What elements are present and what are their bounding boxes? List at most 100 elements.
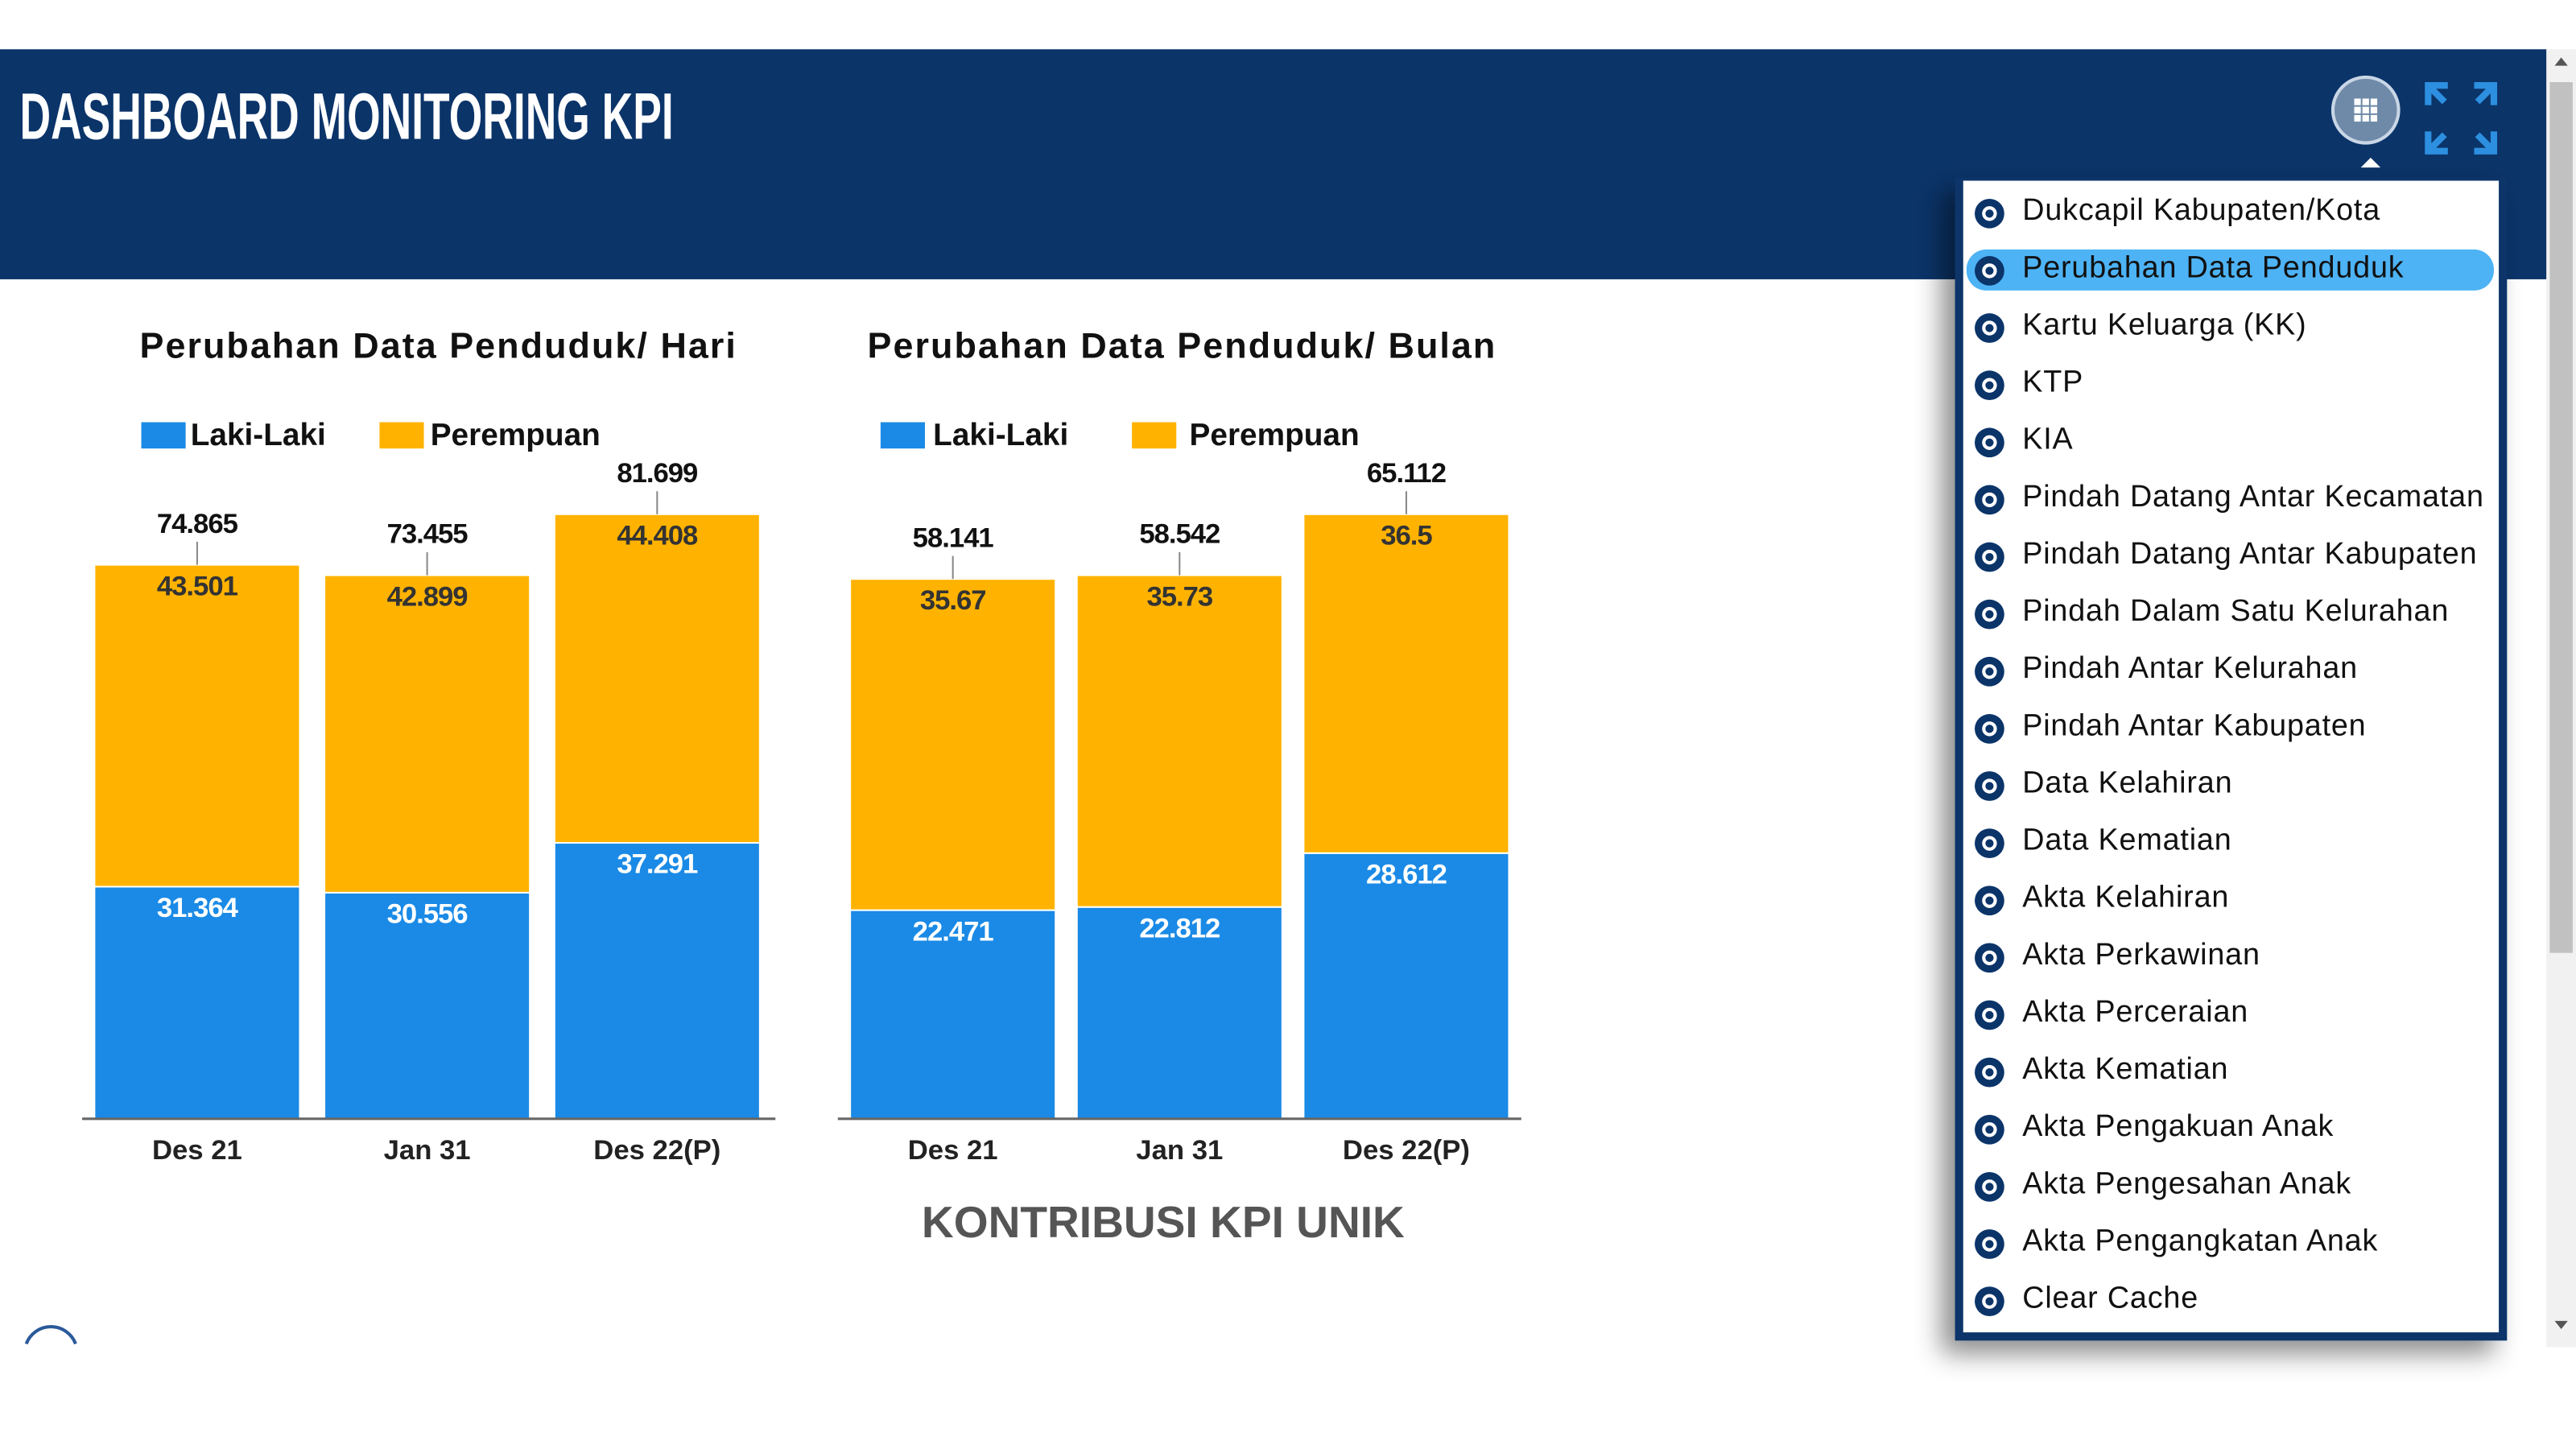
scrollbar-thumb[interactable] xyxy=(2549,82,2573,953)
legend-swatch xyxy=(379,422,424,449)
radio-icon xyxy=(1975,1114,2004,1145)
chart-title: Perubahan Data Penduduk/ Bulan xyxy=(868,325,1497,366)
x-tick-label: Des 22(P) xyxy=(1343,1135,1470,1166)
menu-item-label: Pindah Antar Kabupaten xyxy=(2022,708,2366,741)
bar-segment xyxy=(1075,906,1283,1120)
radio-dot xyxy=(1982,1122,1997,1137)
bar-segment xyxy=(1302,852,1510,1120)
menu-item-label: Akta Kematian xyxy=(2022,1051,2228,1085)
data-label: 42.899 xyxy=(387,581,468,612)
menu-item[interactable]: Kartu Keluarga (KK) xyxy=(1975,307,2307,343)
menu-item[interactable]: Akta Kematian xyxy=(1975,1051,2228,1088)
menu-item-label: Akta Pengesahan Anak xyxy=(2022,1166,2351,1199)
radio-dot xyxy=(1982,778,1997,794)
menu-item[interactable]: Akta Perkawinan xyxy=(1975,937,2260,973)
data-label: 22.812 xyxy=(1139,913,1220,943)
bar-segment xyxy=(849,578,1057,911)
total-label: 81.699 xyxy=(617,458,697,489)
menu-item[interactable]: Pindah Antar Kabupaten xyxy=(1975,708,2366,744)
menu-item[interactable]: Akta Perceraian xyxy=(1975,994,2248,1030)
radio-icon xyxy=(1975,771,2004,801)
menu-item-label: Akta Pengangkatan Anak xyxy=(2022,1223,2378,1257)
legend-swatch xyxy=(141,422,186,449)
legend-label: Laki-Laki xyxy=(191,418,326,452)
bar-segment xyxy=(93,564,301,888)
apps-button[interactable] xyxy=(2330,75,2401,168)
radio-dot xyxy=(1982,606,1997,622)
radio-dot xyxy=(1982,721,1997,737)
menu-item[interactable]: Akta Pengangkatan Anak xyxy=(1975,1223,2378,1259)
menu-item-highlight xyxy=(1966,249,2494,291)
menu-item-label: Perubahan Data Penduduk xyxy=(2022,250,2404,283)
bar-segment xyxy=(93,886,301,1120)
menu-item[interactable]: KIA xyxy=(1975,422,2073,458)
total-label: 73.455 xyxy=(387,519,469,550)
data-label: 22.471 xyxy=(913,916,994,947)
menu-item-label: Data Kelahiran xyxy=(2022,765,2232,799)
radio-dot xyxy=(1982,1179,1997,1195)
data-label: 43.501 xyxy=(157,571,238,601)
x-tick-label: Jan 31 xyxy=(384,1135,471,1166)
radio-icon xyxy=(1975,943,2004,973)
bar-segment xyxy=(324,891,531,1120)
x-tick-label: Des 21 xyxy=(152,1135,242,1166)
data-label: 37.291 xyxy=(617,849,698,880)
menu-item-label: Pindah Antar Kelurahan xyxy=(2022,650,2358,684)
menu-item-label: Akta Perkawinan xyxy=(2022,937,2260,971)
radio-icon xyxy=(1975,1286,2004,1316)
x-tick-label: Des 21 xyxy=(908,1135,998,1166)
dropdown-menu: Dukcapil Kabupaten/Kota Perubahan Data Pe… xyxy=(1955,177,2508,1341)
radio-dot xyxy=(1982,1236,1997,1252)
radio-dot xyxy=(1982,1064,1997,1080)
bar-segment xyxy=(553,841,761,1120)
legend-swatch xyxy=(880,422,925,449)
radio-icon xyxy=(1975,886,2004,916)
menu-item[interactable]: Perubahan Data Penduduk xyxy=(1966,249,2494,291)
menu-item[interactable]: Clear Cache xyxy=(1975,1281,2198,1316)
menu-item-label: Pindah Datang Antar Kecamatan xyxy=(2022,479,2484,513)
menu-item[interactable]: Akta Pengakuan Anak xyxy=(1975,1108,2334,1145)
data-label: 44.408 xyxy=(617,521,698,551)
logo-partial xyxy=(24,1325,77,1345)
radio-icon xyxy=(1975,198,2004,229)
radio-icon xyxy=(1975,370,2004,401)
legend-swatch xyxy=(1132,422,1177,449)
bar-segment xyxy=(324,574,531,894)
menu-item[interactable]: Data Kelahiran xyxy=(1975,765,2232,801)
total-label: 58.141 xyxy=(913,522,994,553)
radio-icon xyxy=(1975,313,2004,343)
radio-icon xyxy=(1975,1229,2004,1259)
menu-item[interactable]: KTP xyxy=(1975,365,2083,401)
radio-icon xyxy=(1975,256,2004,286)
total-label: 58.542 xyxy=(1139,519,1220,550)
radio-icon xyxy=(1975,1172,2004,1202)
menu-item[interactable]: Akta Pengesahan Anak xyxy=(1975,1166,2351,1202)
menu-item[interactable]: Pindah Datang Antar Kabupaten xyxy=(1975,536,2477,572)
chart-title: Perubahan Data Penduduk/ Hari xyxy=(139,325,737,366)
menu-item[interactable]: Akta Kelahiran xyxy=(1975,880,2229,916)
x-tick-label: Des 22(P) xyxy=(593,1135,720,1166)
menu-item-label: Clear Cache xyxy=(2022,1281,2198,1315)
menu-item[interactable]: Pindah Antar Kelurahan xyxy=(1975,650,2358,687)
radio-icon xyxy=(1975,1000,2004,1030)
menu-item[interactable]: Data Kematian xyxy=(1975,823,2232,859)
menu-item[interactable]: Pindah Dalam Satu Kelurahan xyxy=(1975,593,2449,630)
menu-item[interactable]: Dukcapil Kabupaten/Kota xyxy=(1975,192,2380,229)
fullscreen-button[interactable] xyxy=(2425,82,2498,155)
menu-item-label: KTP xyxy=(2022,365,2083,398)
menu-item-label: Akta Perceraian xyxy=(2022,994,2248,1028)
radio-icon xyxy=(1975,427,2004,458)
menu-item[interactable]: Pindah Datang Antar Kecamatan xyxy=(1975,479,2484,515)
radio-icon xyxy=(1975,714,2004,744)
data-label: 35.67 xyxy=(920,585,986,616)
radio-dot xyxy=(1982,664,1997,679)
menu-item-label: Kartu Keluarga (KK) xyxy=(2022,307,2306,341)
menu-item-label: Pindah Dalam Satu Kelurahan xyxy=(2022,593,2449,627)
radio-icon xyxy=(1975,599,2004,630)
legend-label: Perempuan xyxy=(431,418,601,452)
radio-icon xyxy=(1975,542,2004,572)
menu-item-label: Akta Pengakuan Anak xyxy=(2022,1108,2334,1142)
total-label: 74.865 xyxy=(157,509,238,539)
total-label: 65.112 xyxy=(1367,458,1446,489)
radio-dot xyxy=(1982,549,1997,565)
